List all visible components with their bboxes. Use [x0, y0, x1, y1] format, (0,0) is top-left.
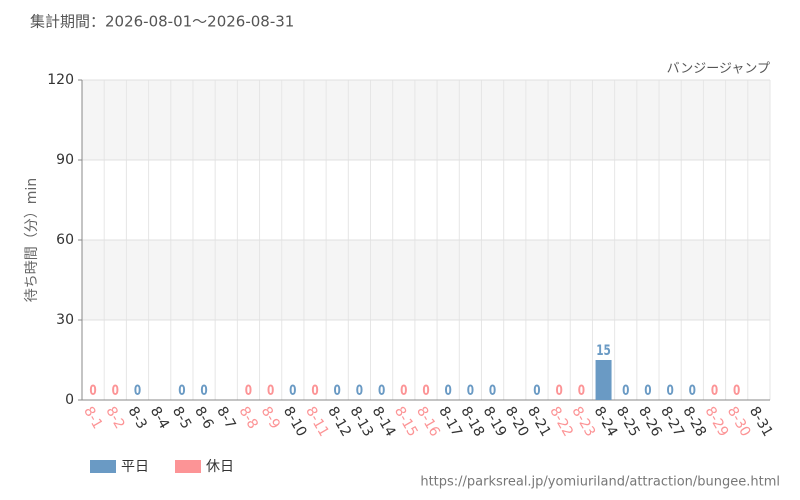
value-label: 0: [644, 383, 652, 399]
value-label: 0: [666, 383, 674, 399]
value-label: 0: [711, 383, 719, 399]
x-tick-label: 8-31: [746, 404, 776, 440]
x-tick-label: 8-8: [236, 404, 261, 432]
x-tick-label: 8-1: [80, 404, 105, 432]
value-label: 0: [289, 383, 297, 399]
value-label: 0: [334, 383, 342, 399]
value-label: 0: [422, 383, 430, 399]
x-tick-label: 8-7: [213, 404, 238, 432]
source-url: https://parksreal.jp/yomiuriland/attract…: [420, 475, 780, 490]
value-label: 0: [622, 383, 630, 399]
attraction-name: バンジージャンプ: [667, 62, 770, 77]
chart-title: 集計期間：2026-08-01～2026-08-31: [30, 13, 294, 31]
bar: [595, 360, 612, 400]
x-tick-label: 8-9: [258, 404, 283, 432]
value-label: 0: [689, 383, 697, 399]
value-label: 0: [378, 383, 386, 399]
value-label: 0: [134, 383, 142, 399]
legend-label: 休日: [206, 459, 234, 475]
value-label: 0: [489, 383, 497, 399]
y-tick-label: 60: [56, 232, 74, 248]
value-label: 0: [445, 383, 453, 399]
value-label: 0: [178, 383, 186, 399]
x-tick-label: 8-3: [125, 404, 150, 432]
x-tick-label: 8-5: [169, 404, 194, 432]
y-axis-label: 待ち時間（分）min: [24, 178, 40, 302]
plot-band: [82, 160, 770, 240]
y-tick-label: 90: [56, 152, 74, 168]
x-tick-label: 8-2: [102, 404, 127, 432]
value-label: 0: [467, 383, 475, 399]
plot-band: [82, 320, 770, 400]
plot-band: [82, 80, 770, 160]
value-label: 0: [533, 383, 541, 399]
value-label: 0: [112, 383, 120, 399]
legend-swatch: [175, 460, 201, 473]
y-tick-label: 30: [56, 312, 74, 328]
value-label: 0: [200, 383, 208, 399]
plot-band: [82, 240, 770, 320]
legend-label: 平日: [121, 459, 149, 475]
value-label: 0: [267, 383, 275, 399]
legend-swatch: [90, 460, 116, 473]
x-tick-label: 8-6: [191, 404, 216, 432]
y-tick-label: 0: [65, 392, 74, 408]
value-label: 0: [311, 383, 319, 399]
value-label: 0: [356, 383, 364, 399]
value-label: 0: [578, 383, 586, 399]
value-label: 0: [556, 383, 564, 399]
value-label: 0: [733, 383, 741, 399]
value-label: 0: [89, 383, 97, 399]
value-label: 0: [245, 383, 253, 399]
y-tick-label: 120: [47, 72, 74, 88]
x-tick-label: 8-4: [147, 404, 172, 432]
value-label: 0: [400, 383, 408, 399]
value-label: 15: [596, 343, 611, 359]
